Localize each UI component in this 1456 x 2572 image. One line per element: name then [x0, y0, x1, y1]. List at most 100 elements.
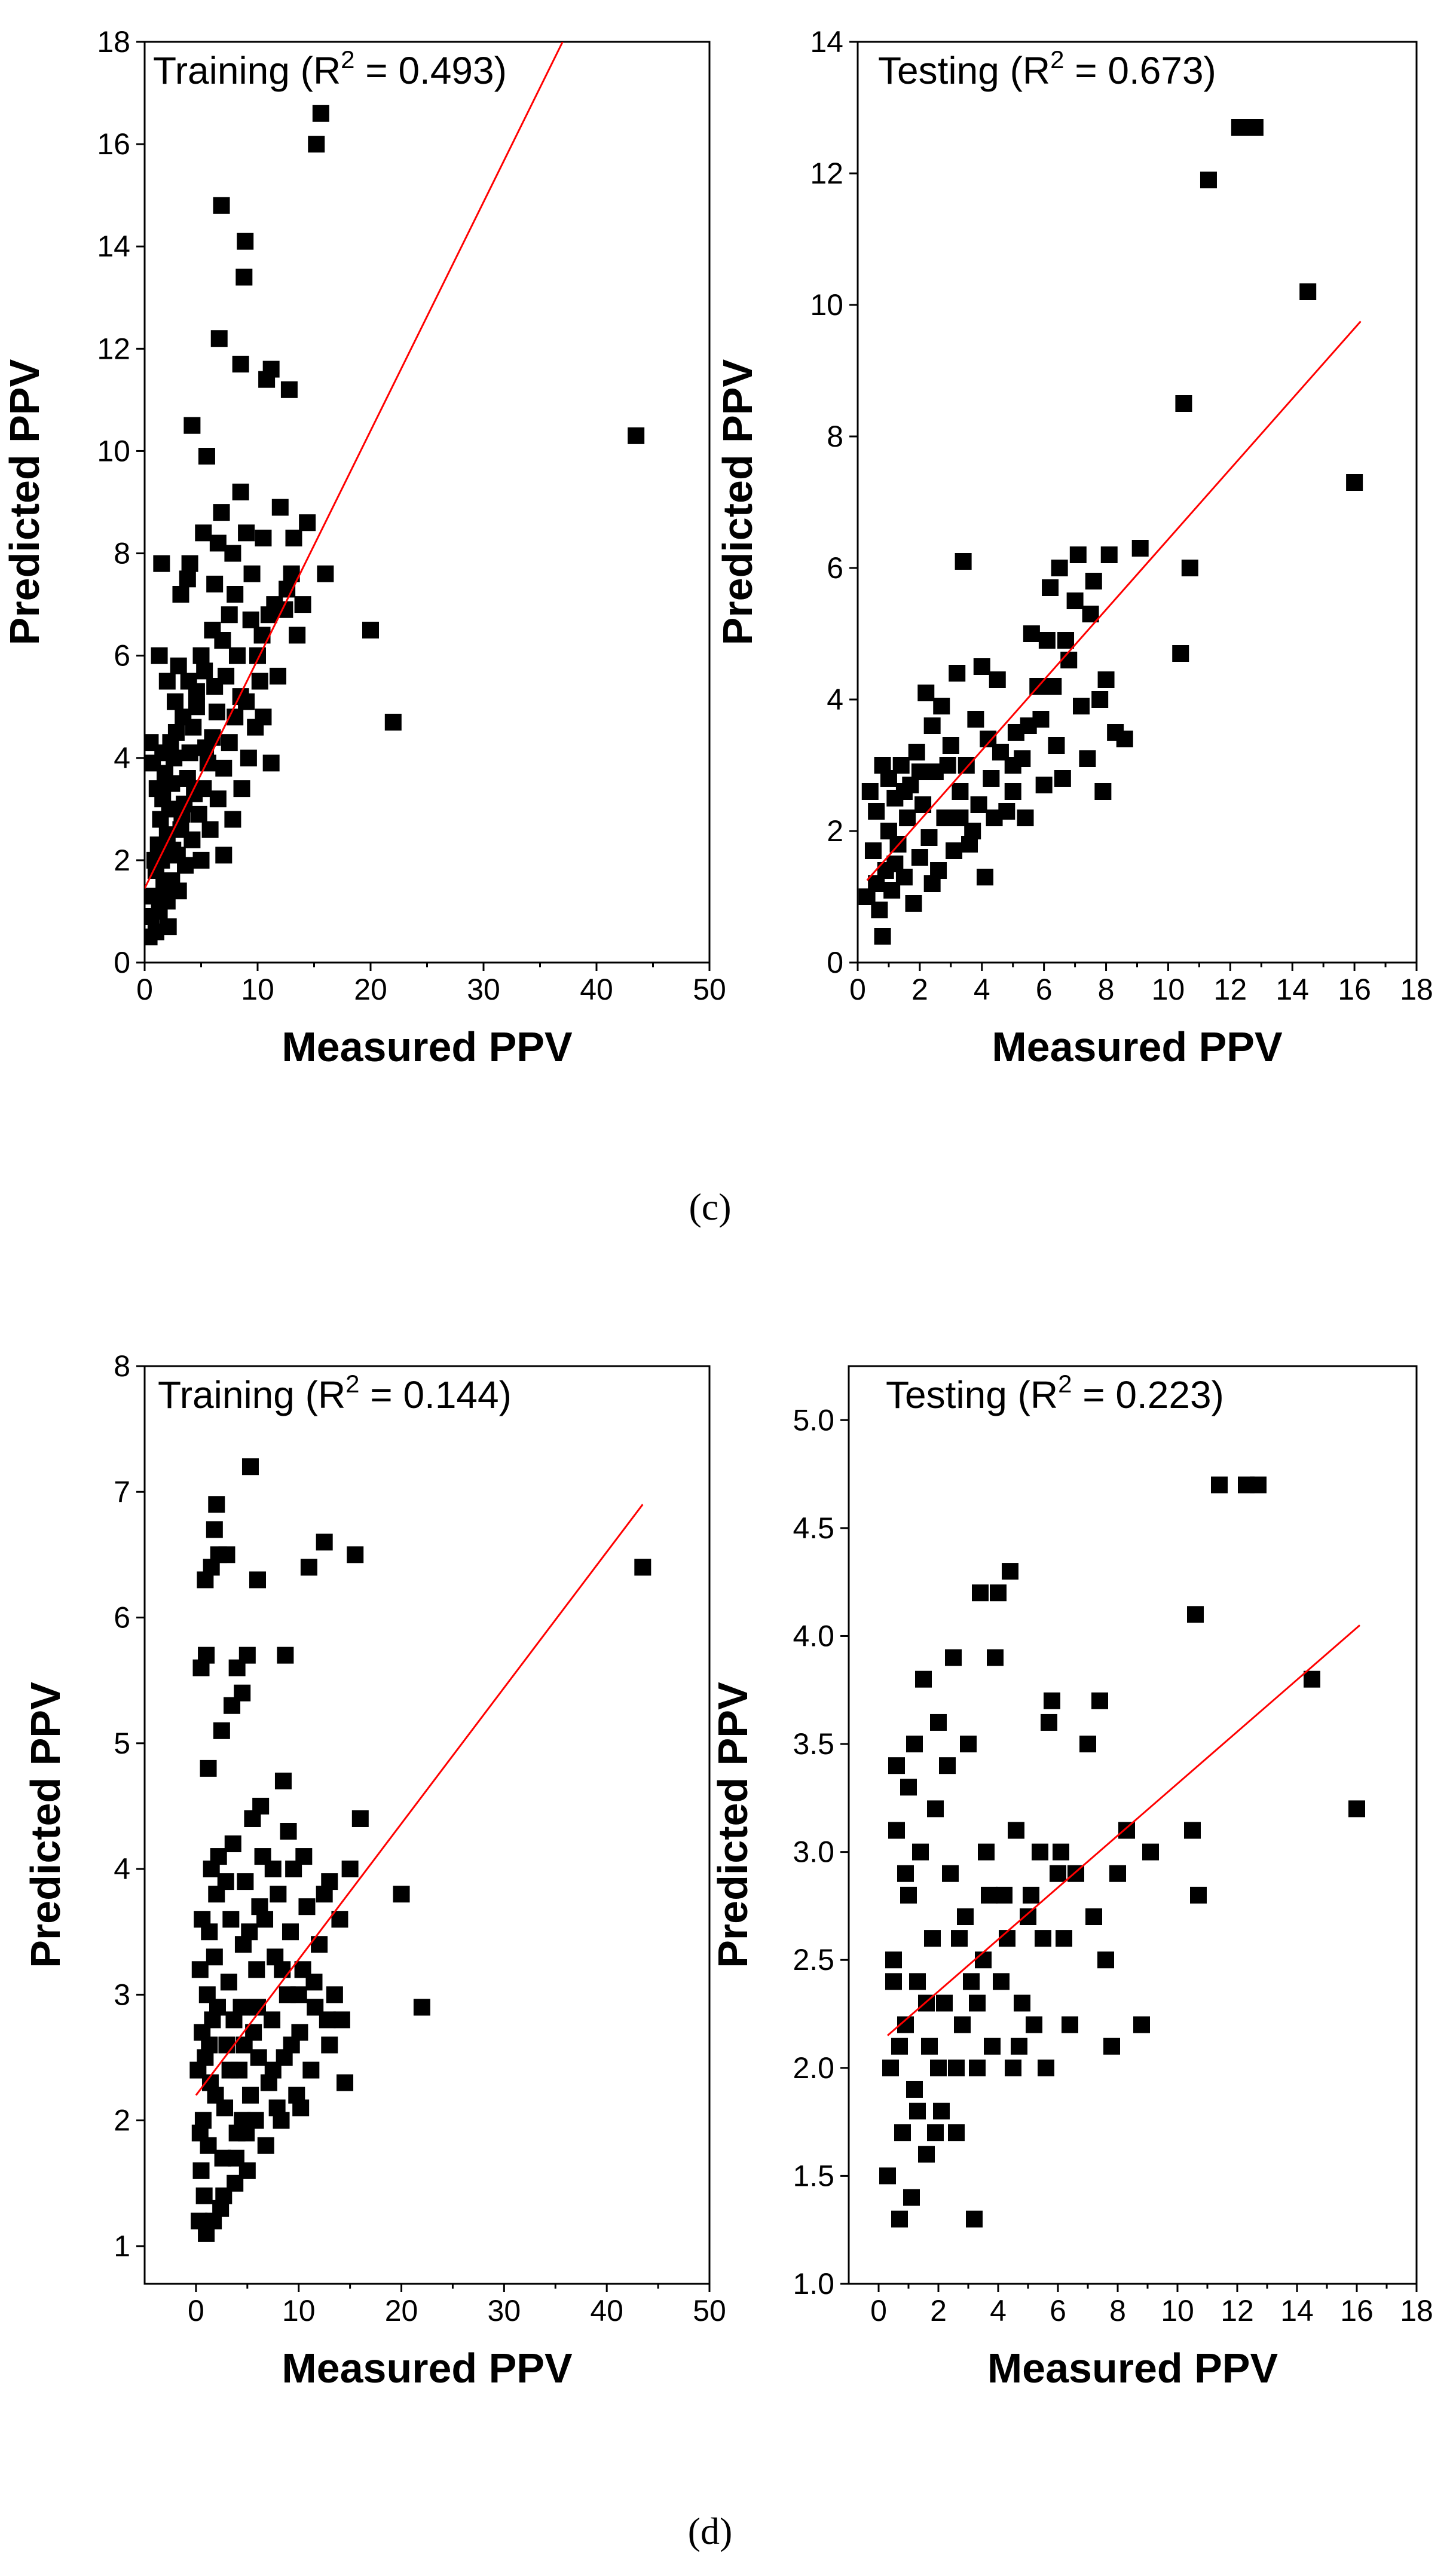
x-axis-label: Measured PPV [282, 1024, 573, 1070]
data-point [981, 1886, 998, 1904]
data-point [939, 1757, 956, 1774]
data-layer [189, 1458, 651, 2242]
x-tick-label: 18 [1400, 2294, 1433, 2327]
x-tick-label: 4 [974, 973, 990, 1006]
x-tick-label: 10 [241, 973, 274, 1006]
data-point [942, 737, 959, 754]
data-point [270, 667, 287, 685]
y-tick-label: 1.0 [793, 2267, 834, 2301]
data-point [179, 770, 196, 787]
data-point [242, 611, 259, 628]
data-point [208, 703, 225, 720]
data-point [905, 895, 922, 912]
data-point [868, 875, 885, 892]
y-tick-label: 3.5 [793, 1727, 834, 1761]
data-point [384, 713, 402, 731]
data-point [1026, 2016, 1042, 2033]
data-point [1142, 1843, 1159, 1861]
data-point [264, 2061, 282, 2079]
data-point [241, 1458, 259, 1476]
data-point [198, 448, 215, 465]
x-tick-label: 30 [488, 2294, 521, 2327]
data-point [1250, 1476, 1267, 1493]
x-tick-label: 20 [354, 973, 387, 1006]
data-point [939, 757, 956, 774]
data-point [222, 1911, 240, 1928]
data-point [871, 902, 888, 918]
data-point [289, 627, 306, 644]
data-point [1348, 1800, 1365, 1817]
data-point [192, 647, 210, 664]
y-tick-label: 3.0 [793, 1835, 834, 1869]
data-point [972, 1584, 989, 1602]
data-point [1053, 1843, 1069, 1861]
data-point [874, 757, 891, 774]
regression-line [866, 320, 1362, 881]
data-point [210, 330, 228, 347]
data-point [181, 555, 198, 572]
data-point [1091, 691, 1109, 708]
data-point [316, 1534, 333, 1551]
data-point [1023, 625, 1040, 642]
data-point [225, 2011, 243, 2029]
data-point [954, 2016, 971, 2033]
x-axis-label: Measured PPV [282, 2345, 573, 2391]
data-point [238, 1647, 256, 1664]
data-point [260, 606, 277, 624]
chart-c-training: 0 10 20 30 40 50 0 2 4 6 8 10 12 14 16 18 Measured PPV Pr… [1, 25, 726, 1070]
data-point [341, 1861, 359, 1878]
chart-title: Testing (R2 = 0.673) [878, 45, 1216, 92]
data-point [1045, 678, 1062, 695]
data-point [986, 810, 1003, 826]
data-point [280, 1823, 297, 1840]
y-tick-label: 4 [114, 741, 130, 775]
x-tick-label: 6 [1050, 2294, 1066, 2327]
data-point [1042, 579, 1059, 596]
y-axis-label: Predicted PPV [1, 359, 48, 645]
data-point [251, 673, 268, 690]
y-tick-label: 14 [810, 25, 843, 59]
data-point [154, 744, 172, 762]
y-tick-label: 2.5 [793, 1943, 834, 1977]
data-point [1346, 474, 1363, 491]
data-point [215, 847, 233, 864]
data-point [1005, 2059, 1021, 2076]
data-point [158, 673, 176, 690]
y-tick-label: 2.0 [793, 2051, 834, 2085]
regression-line [145, 42, 564, 889]
data-point [1133, 2016, 1150, 2033]
data-point [255, 529, 272, 546]
data-point [238, 693, 255, 710]
data-point [891, 2038, 908, 2055]
data-point [262, 361, 280, 378]
data-point [1085, 1908, 1102, 1925]
data-point [921, 2038, 938, 2055]
data-point [209, 1999, 226, 2016]
data-point [183, 831, 201, 848]
data-point [933, 2103, 950, 2120]
y-axis-label: Predicted PPV [709, 1682, 756, 1968]
data-point [868, 803, 885, 820]
data-point [290, 1986, 307, 2003]
data-point [1002, 1563, 1018, 1580]
data-point [1060, 652, 1078, 668]
data-point [209, 534, 227, 552]
x-tick-label: 20 [385, 2294, 418, 2327]
data-point [233, 780, 250, 798]
data-point [237, 233, 254, 250]
data-point [192, 2162, 210, 2179]
x-tick-label: 14 [1275, 973, 1309, 1006]
data-point [192, 851, 210, 869]
data-layer [879, 1476, 1365, 2228]
data-point [952, 783, 969, 800]
data-point [989, 671, 1006, 688]
data-point [917, 685, 935, 701]
data-point [163, 775, 181, 792]
data-point [257, 2137, 274, 2154]
y-tick-label: 6 [827, 551, 843, 585]
plot-frame [848, 1365, 1418, 2285]
data-point [930, 2059, 947, 2076]
data-point [264, 1861, 282, 1878]
regression-line [195, 1504, 644, 2096]
